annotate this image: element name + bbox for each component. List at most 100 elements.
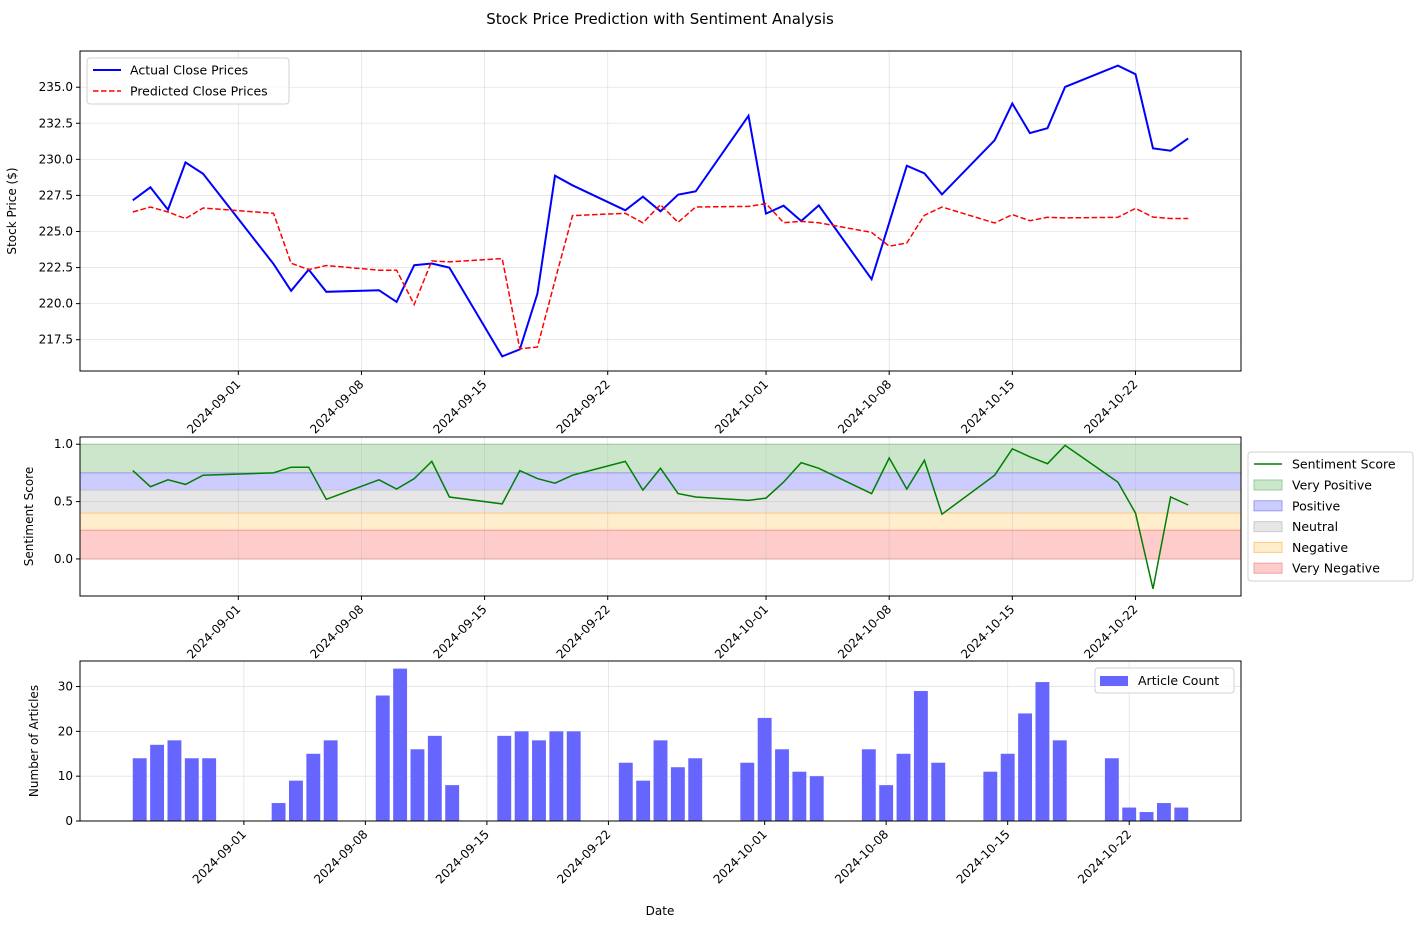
bar-article-count (289, 780, 303, 821)
bar-article-count (1104, 758, 1119, 821)
bar-article-count (1018, 713, 1032, 821)
bar-article-count (775, 749, 789, 821)
bar-article-count (497, 735, 512, 821)
y-tick-label: 1.0 (54, 437, 73, 451)
bar-article-count (549, 731, 564, 821)
y-tick-label: 232.5 (39, 116, 73, 130)
legend-label: Predicted Close Prices (130, 84, 268, 99)
x-tick-label: 2024-09-01 (190, 827, 249, 886)
bar-article-count (809, 776, 824, 821)
y-tick-label: 225.0 (39, 224, 73, 238)
x-tick-label: 2024-10-22 (1075, 827, 1134, 886)
legend-price: Actual Close Prices Predicted Close Price… (86, 57, 290, 105)
panel-3: 2024-09-01 2024-09-08 2024-09-15 2024-09-22… (27, 660, 1242, 918)
x-tick-label: 2024-09-08 (307, 377, 366, 436)
axes-frame (79, 660, 1242, 822)
x-tick-label: 2024-10-15 (958, 377, 1017, 436)
y-tick-label: 235.0 (39, 80, 73, 94)
legend-label: Very Negative (1292, 561, 1380, 576)
line-predicted-close-prices (132, 202, 1189, 350)
line-actual-close-prices (132, 64, 1189, 358)
legend-label: Neutral (1292, 519, 1338, 534)
line-sentiment-score (132, 444, 1189, 589)
bar-article-count (184, 758, 199, 821)
y-tick-label: 217.5 (39, 333, 73, 347)
bar-article-count (1000, 753, 1015, 821)
x-tick-label: 2024-09-15 (430, 602, 489, 661)
y-tick-label: 0 (65, 814, 73, 828)
bar-article-count (1156, 803, 1171, 821)
bar-article-count (445, 785, 460, 821)
x-tick-label: 2024-10-08 (835, 602, 894, 661)
x-tick-label: 2024-10-01 (712, 377, 771, 436)
legend-box (86, 57, 290, 105)
bar-article-count (566, 731, 581, 821)
panel-2: 2024-09-01 2024-09-08 2024-09-15 2024-09-22… (22, 436, 1414, 661)
legend-swatch (1253, 541, 1283, 553)
bar-article-count (167, 740, 182, 821)
x-tick-label: 2024-10-08 (835, 377, 894, 436)
bar-article-count (931, 762, 946, 821)
y-tick-label: 20 (58, 724, 73, 738)
x-tick-label: 2024-09-08 (311, 827, 370, 886)
x-tick-label: 2024-09-22 (554, 602, 613, 661)
bar-article-count (983, 771, 998, 821)
bar-article-count (132, 758, 147, 821)
bar-article-count (323, 740, 338, 821)
legend-box (1247, 451, 1414, 582)
x-tick-label: 2024-09-01 (184, 602, 243, 661)
bar-article-count (913, 691, 928, 821)
bar-article-count (1139, 812, 1154, 821)
x-tick-label: 2024-09-22 (554, 377, 613, 436)
y-tick-label: 0.5 (54, 495, 73, 509)
y-tick-label: 30 (58, 680, 73, 694)
x-tick-label: 2024-10-15 (958, 602, 1017, 661)
bar-article-count (653, 740, 668, 821)
x-tick-label: 2024-10-01 (711, 827, 770, 886)
bar-article-count (740, 762, 755, 821)
bar-article-count (150, 744, 165, 821)
legend-swatch (1253, 500, 1283, 512)
y-tick-label: 222.5 (39, 261, 73, 275)
y-tick-label: 0.0 (54, 552, 73, 566)
band-negative (79, 512, 1242, 531)
x-tick-label: 2024-10-01 (712, 602, 771, 661)
legend-swatch (1100, 676, 1128, 686)
bar-article-count (202, 758, 217, 821)
legend-label: Very Positive (1292, 478, 1372, 493)
legend-label: Sentiment Score (1292, 457, 1396, 472)
bar-article-count (757, 717, 772, 821)
y-axis-label: Number of Articles (27, 685, 41, 797)
bar-article-count (861, 749, 876, 821)
bar-article-count (1174, 807, 1189, 821)
bar-article-count (393, 668, 408, 821)
panel-1: 2024-09-01 2024-09-08 2024-09-15 2024-09-22… (5, 50, 1242, 436)
bar-article-count (879, 785, 894, 821)
band-positive (79, 472, 1242, 491)
y-tick-label: 220.0 (39, 297, 73, 311)
y-axis-label: Sentiment Score (22, 467, 36, 566)
x-tick-label: 2024-09-01 (184, 377, 243, 436)
bar-article-count (514, 731, 529, 821)
x-tick-label: 2024-09-15 (430, 377, 489, 436)
x-tick-label: 2024-10-22 (1081, 377, 1140, 436)
x-tick-label: 2024-10-08 (832, 827, 891, 886)
bar-article-count (271, 803, 286, 821)
x-tick-label: 2024-09-08 (307, 602, 366, 661)
bar-article-count (688, 758, 703, 821)
legend-sentiment: Sentiment Score Very Positive Positive Neut… (1247, 451, 1414, 582)
legend-articles: Article Count (1094, 667, 1235, 694)
x-tick-label: 2024-09-15 (433, 827, 492, 886)
bar-article-count (1052, 740, 1067, 821)
y-tick-label: 230.0 (39, 152, 73, 166)
axes-frame (79, 50, 1242, 372)
bar-article-count (1035, 682, 1050, 821)
legend-swatch (1253, 479, 1283, 491)
x-tick-label: 2024-10-22 (1081, 602, 1140, 661)
legend-box (1094, 667, 1235, 694)
bar-article-count (670, 767, 685, 821)
bar-article-count (618, 762, 633, 821)
bar-article-count (896, 753, 911, 821)
legend-swatch (1253, 521, 1283, 533)
